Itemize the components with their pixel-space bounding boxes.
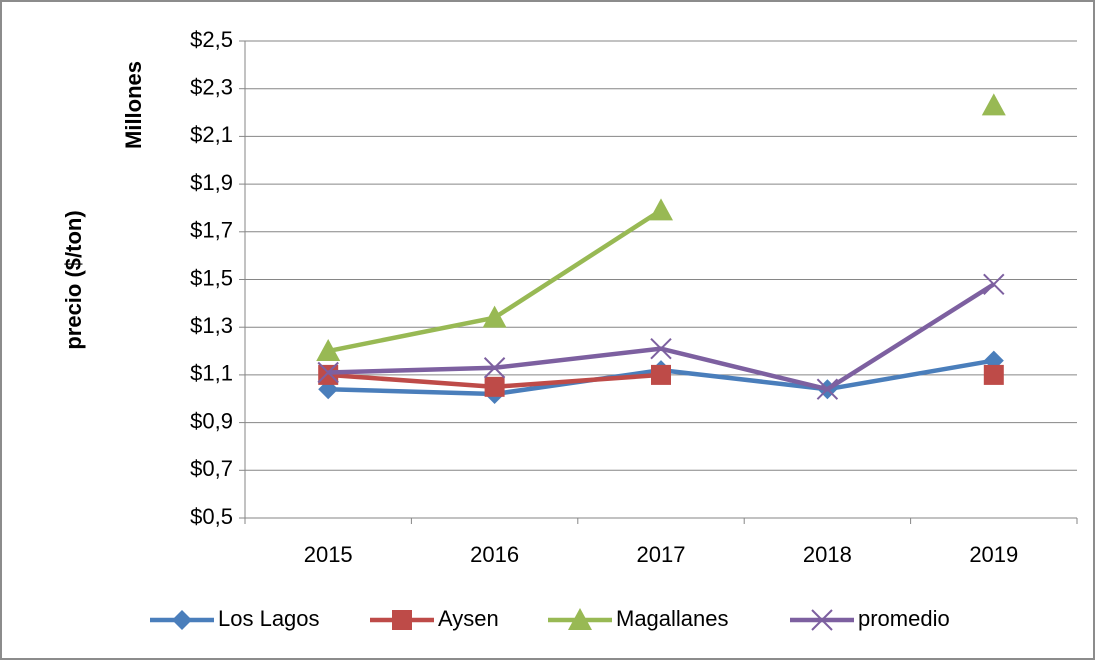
marker: [649, 198, 673, 221]
x-tick-label: 2018: [803, 542, 852, 567]
marker: [981, 93, 1006, 116]
marker: [983, 364, 1004, 385]
y-tick-label: $0,5: [190, 504, 233, 529]
y-tick-label: $0,9: [190, 408, 233, 433]
y-tick-label: $1,9: [190, 170, 233, 195]
marker: [983, 273, 1005, 295]
y-tick-label: $1,1: [190, 361, 233, 386]
y-tick-label: $1,3: [190, 313, 233, 338]
marker: [816, 378, 839, 400]
y-tick-label: $2,5: [190, 27, 233, 52]
marker: [651, 364, 671, 385]
marker: [811, 609, 833, 631]
y-tick-label: $1,5: [190, 265, 233, 290]
marker: [317, 361, 339, 384]
y-unit-label: Millones: [121, 61, 146, 149]
legend-label: promedio: [858, 606, 950, 631]
x-tick-label: 2019: [969, 542, 1018, 567]
y-tick-label: $2,1: [190, 122, 233, 147]
marker: [568, 608, 592, 630]
marker: [316, 339, 341, 362]
y-tick-label: $1,7: [190, 218, 233, 243]
marker: [483, 357, 506, 379]
y-tick-label: $0,7: [190, 456, 233, 481]
marker: [318, 364, 339, 385]
marker: [392, 610, 412, 630]
x-tick-label: 2017: [637, 542, 686, 567]
legend-label: Aysen: [438, 606, 499, 631]
legend-label: Los Lagos: [218, 606, 320, 631]
x-tick-label: 2015: [304, 542, 353, 567]
marker: [484, 376, 505, 397]
marker: [650, 337, 672, 360]
y-tick-label: $2,3: [190, 75, 233, 100]
marker: [172, 610, 192, 630]
marker: [482, 305, 507, 328]
x-tick-label: 2016: [470, 542, 519, 567]
y-axis-label: precio ($/ton): [61, 210, 86, 349]
legend-label: Magallanes: [616, 606, 729, 631]
